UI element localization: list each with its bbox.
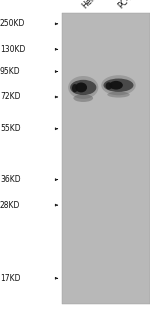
Bar [62,13,150,304]
Ellipse shape [72,84,78,93]
Text: 36KD: 36KD [0,175,21,184]
Text: 28KD: 28KD [0,201,20,210]
Ellipse shape [107,92,130,98]
Ellipse shape [68,76,98,99]
Text: 250KD: 250KD [0,19,25,28]
Ellipse shape [73,94,93,102]
Text: 17KD: 17KD [0,274,21,283]
Text: Hela: Hela [80,0,99,10]
Text: 55KD: 55KD [0,124,21,133]
Ellipse shape [109,81,123,90]
Text: 130KD: 130KD [0,45,25,54]
Ellipse shape [106,82,112,90]
Ellipse shape [70,80,96,95]
Text: 72KD: 72KD [0,93,21,101]
Ellipse shape [75,82,87,93]
Text: 95KD: 95KD [0,67,21,76]
Ellipse shape [103,79,134,92]
Ellipse shape [101,75,136,95]
Text: PC-3: PC-3 [116,0,135,10]
